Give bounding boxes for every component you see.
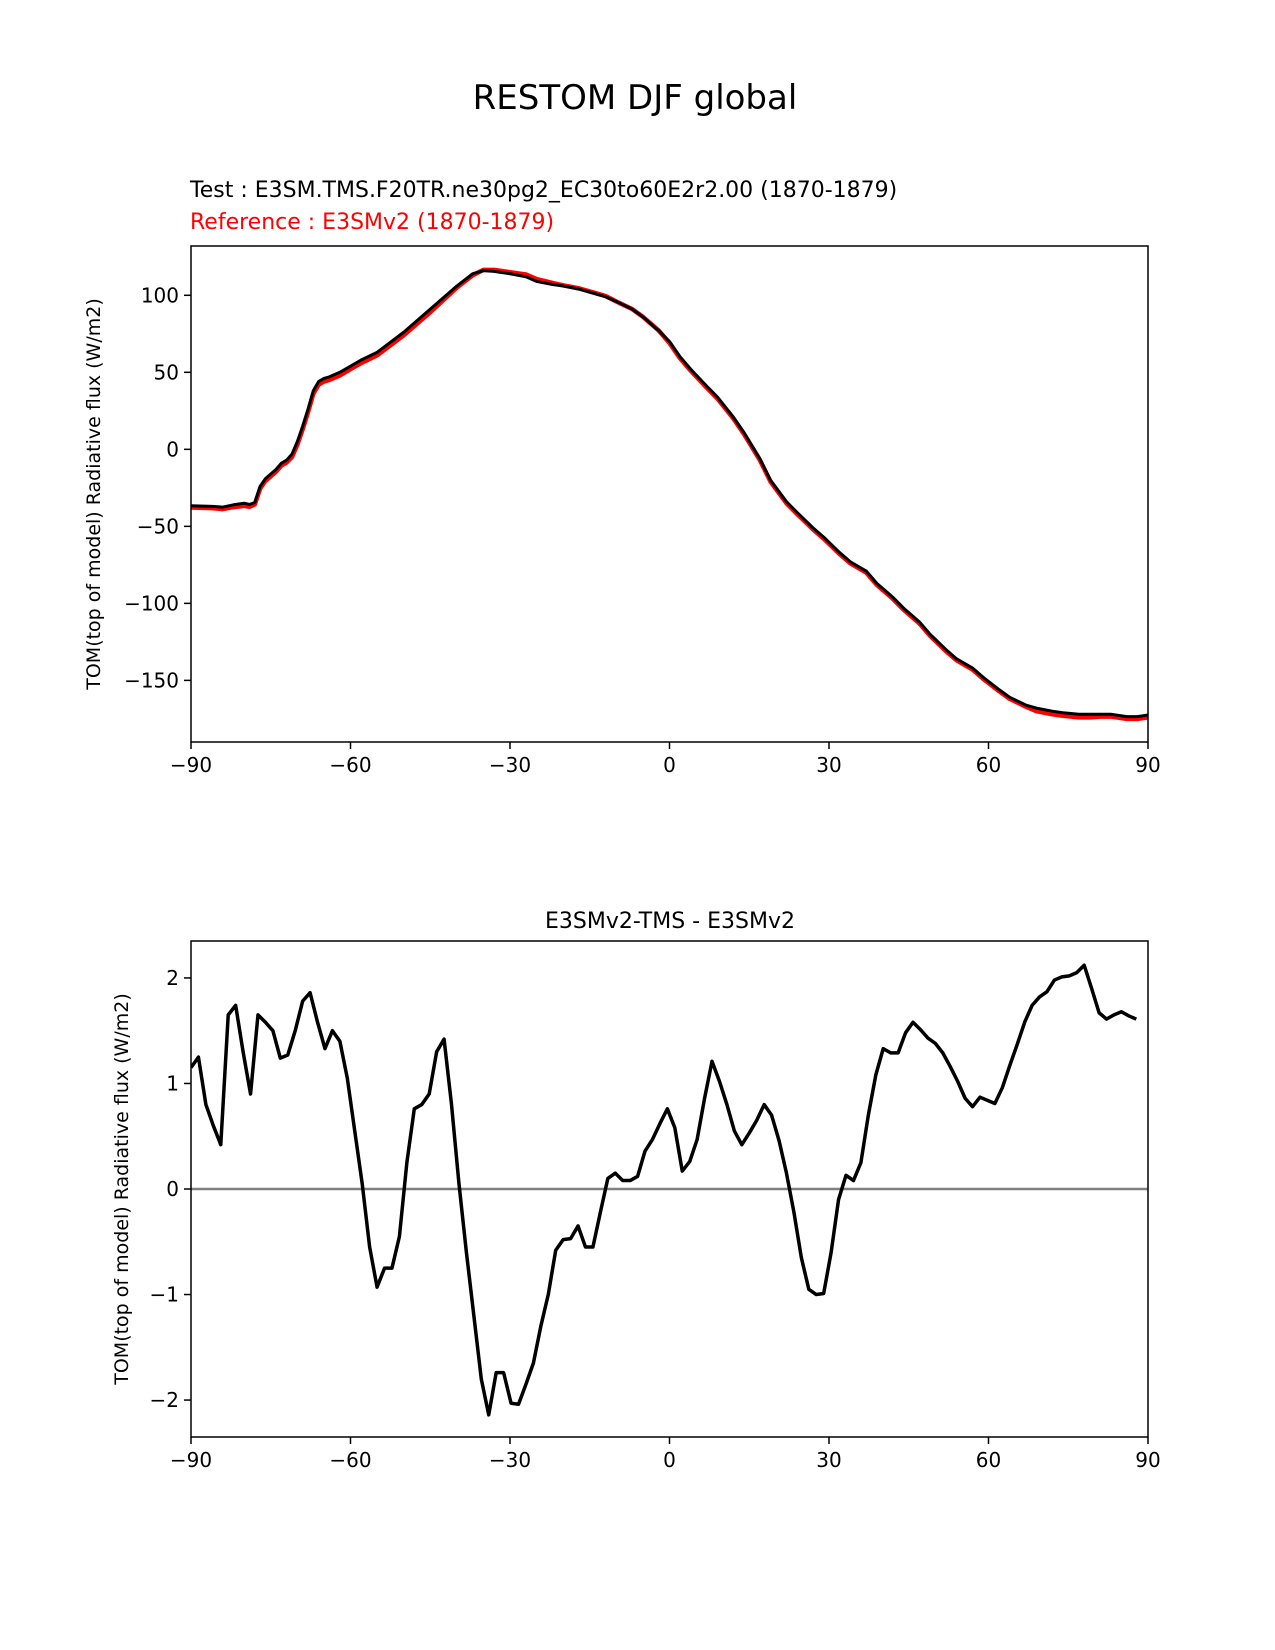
y-tick-label: −150	[124, 668, 179, 692]
y-tick-label: 1	[166, 1071, 179, 1095]
y-tick-label: −100	[124, 591, 179, 615]
x-tick-label: 30	[816, 753, 841, 777]
x-tick-label: 90	[1135, 1448, 1160, 1472]
x-tick-label: −30	[489, 753, 531, 777]
bottom-panel: E3SMv2-TMS - E3SMv2 −90 −60 −30 0 30 60 90 2 1 0…	[111, 909, 1161, 1472]
y-tick-label: −1	[150, 1283, 179, 1307]
difference-series-line	[191, 963, 1137, 1417]
x-tick-label: −90	[170, 753, 212, 777]
y-tick-label: 50	[154, 360, 179, 384]
bottom-x-ticks: −90 −60 −30 0 30 60 90	[170, 1437, 1161, 1472]
bottom-y-ticks: 2 1 0 −1 −2	[150, 966, 191, 1412]
bottom-y-axis-label: TOM(top of model) Radiative flux (W/m2)	[111, 993, 133, 1386]
bottom-axes-frame	[190, 940, 1149, 1438]
y-tick-label: 0	[166, 437, 179, 461]
test-series-line	[191, 269, 1148, 719]
y-tick-label: 2	[166, 966, 179, 990]
x-tick-label: 60	[976, 1448, 1001, 1472]
figure-title: RESTOM DJF global	[473, 78, 798, 118]
y-tick-label: 0	[166, 1177, 179, 1201]
top-y-axis-label: TOM(top of model) Radiative flux (W/m2)	[83, 298, 105, 691]
x-tick-label: 30	[816, 1448, 841, 1472]
top-x-ticks: −90 −60 −30 0 30 60 90	[170, 742, 1161, 777]
top-panel: Test : E3SM.TMS.F20TR.ne30pg2_EC30to60E2…	[83, 178, 1161, 777]
x-tick-label: 60	[976, 753, 1001, 777]
x-tick-label: 90	[1135, 753, 1160, 777]
top-axes-frame	[190, 245, 1149, 743]
y-tick-label: −50	[137, 514, 179, 538]
x-tick-label: −30	[489, 1448, 531, 1472]
bottom-title: E3SMv2-TMS - E3SMv2	[545, 909, 795, 934]
x-tick-label: −60	[329, 753, 371, 777]
x-tick-label: −90	[170, 1448, 212, 1472]
bottom-plot-area	[191, 963, 1148, 1417]
x-tick-label: 0	[663, 753, 676, 777]
y-tick-label: −2	[150, 1388, 179, 1412]
x-tick-label: −60	[329, 1448, 371, 1472]
y-tick-label: 100	[141, 283, 179, 307]
reference-subtitle: Reference : E3SMv2 (1870-1879)	[190, 210, 554, 235]
x-tick-label: 0	[663, 1448, 676, 1472]
top-y-ticks: 100 50 0 −50 −100 −150	[124, 283, 191, 692]
test-subtitle: Test : E3SM.TMS.F20TR.ne30pg2_EC30to60E2…	[189, 178, 897, 203]
top-plot-area	[191, 267, 1148, 722]
